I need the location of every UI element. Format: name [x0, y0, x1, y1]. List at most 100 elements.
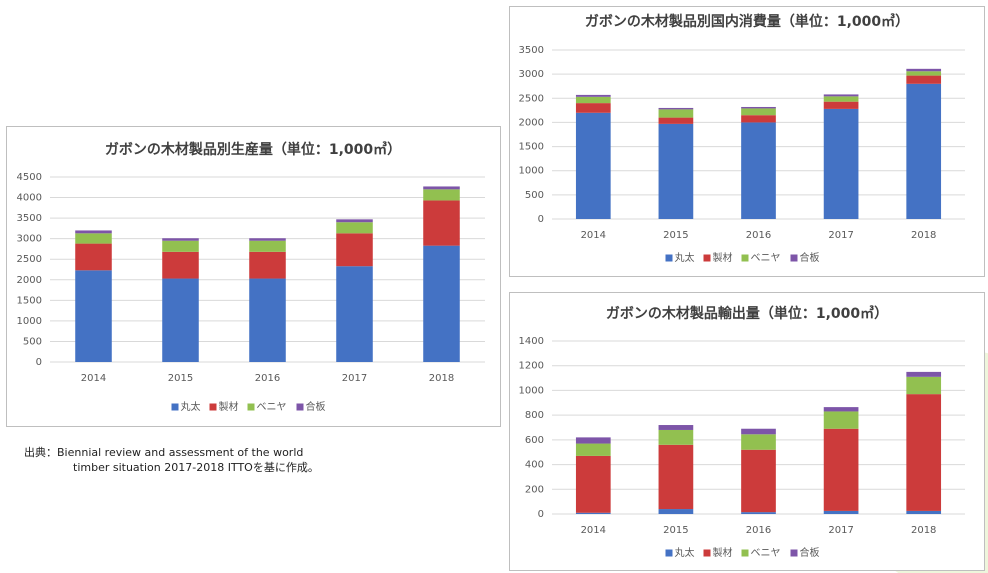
bar-segment [162, 278, 199, 362]
chart-title: ガボンの木材製品別国内消費量（単位：1,000㎥） [585, 13, 909, 30]
bar-segment [658, 107, 694, 110]
bar-segment [336, 219, 373, 223]
bar-segment [575, 512, 611, 514]
legend-swatch [741, 254, 749, 262]
bar-segment [823, 428, 859, 511]
bar-segment [658, 509, 694, 514]
x-tick-label: 2018 [429, 373, 454, 384]
bar-segment [741, 122, 776, 219]
bar-segment [823, 101, 859, 109]
x-tick-label: 2018 [911, 525, 936, 536]
bar-segment [75, 233, 112, 244]
bar-segment [906, 83, 942, 219]
x-tick-label: 2017 [828, 525, 853, 536]
bar-segment [741, 115, 776, 123]
bar-segment [575, 96, 611, 104]
legend-swatch [741, 549, 749, 557]
bar-segment [336, 266, 373, 362]
x-tick-label: 2016 [255, 373, 280, 384]
bar-segment [823, 407, 859, 412]
legend-swatch [209, 403, 217, 411]
source-note: 出典：Biennial review and assessment of the… [24, 445, 303, 459]
bar-segment [423, 189, 460, 201]
bar-segment [423, 200, 460, 246]
y-tick-label: 800 [525, 410, 544, 421]
x-tick-label: 2014 [581, 230, 606, 241]
bar-segment [906, 510, 942, 514]
bar-segment [741, 108, 776, 116]
y-tick-label: 1400 [519, 336, 544, 347]
bar-segment [336, 233, 373, 267]
bar-segment [162, 240, 199, 252]
legend-swatch [665, 254, 673, 262]
y-tick-label: 0 [538, 214, 544, 225]
y-tick-label: 2000 [17, 275, 42, 286]
bar-segment [249, 240, 286, 252]
legend-label: ベニヤ [257, 401, 287, 413]
legend-label: 丸太 [675, 546, 695, 559]
x-tick-label: 2015 [663, 525, 688, 536]
y-tick-label: 4000 [17, 193, 42, 204]
legend-label: ベニヤ [751, 252, 781, 264]
y-tick-label: 500 [525, 190, 544, 201]
bar-segment [823, 94, 859, 97]
bar-segment [658, 444, 694, 510]
x-tick-label: 2014 [581, 525, 606, 536]
bar-segment [823, 96, 859, 102]
x-tick-label: 2015 [663, 230, 688, 241]
bar-segment [249, 251, 286, 279]
bar-segment [658, 429, 694, 445]
x-tick-label: 2015 [168, 373, 193, 384]
y-tick-label: 0 [36, 357, 42, 368]
bar-segment [575, 437, 611, 444]
bar-segment [823, 411, 859, 429]
legend-swatch [247, 403, 255, 411]
y-tick-label: 500 [23, 336, 42, 347]
x-tick-label: 2017 [828, 230, 853, 241]
y-tick-label: 2000 [519, 117, 544, 128]
bar-segment [906, 68, 942, 72]
y-tick-label: 400 [525, 460, 544, 471]
legend-label: 製材 [219, 400, 239, 413]
legend-swatch [665, 549, 673, 557]
legend-label: 合板 [306, 400, 326, 413]
y-tick-label: 600 [525, 435, 544, 446]
bar-segment [658, 425, 694, 430]
bar-segment [75, 270, 112, 362]
y-tick-label: 3000 [17, 234, 42, 245]
bar-segment [575, 94, 611, 97]
bar-segment [658, 123, 694, 219]
bar-segment [741, 106, 776, 109]
bar-segment [423, 186, 460, 190]
bar-segment [162, 238, 199, 241]
legend-label: 製材 [713, 251, 733, 264]
bar-segment [823, 510, 859, 514]
y-tick-label: 2500 [519, 93, 544, 104]
bar-segment [741, 434, 776, 450]
y-tick-label: 1000 [17, 316, 42, 327]
bar-segment [249, 238, 286, 241]
bar-segment [741, 512, 776, 514]
legend-label: 丸太 [675, 251, 695, 264]
bar-segment [906, 371, 942, 377]
legend-label: 合板 [800, 251, 820, 264]
legend-swatch [790, 254, 798, 262]
legend-label: ベニヤ [751, 547, 781, 559]
bar-segment [823, 108, 859, 219]
x-tick-label: 2014 [81, 373, 106, 384]
bar-segment [906, 394, 942, 511]
y-tick-label: 3500 [519, 45, 544, 56]
y-tick-label: 1500 [17, 295, 42, 306]
y-tick-label: 1500 [519, 142, 544, 153]
bar-segment [75, 230, 112, 234]
bar-segment [906, 71, 942, 76]
x-tick-label: 2017 [342, 373, 367, 384]
y-tick-label: 4500 [17, 172, 42, 183]
y-tick-label: 1000 [519, 166, 544, 177]
y-tick-label: 3500 [17, 213, 42, 224]
y-tick-label: 3000 [519, 69, 544, 80]
x-tick-label: 2016 [746, 230, 771, 241]
bar-segment [249, 278, 286, 362]
legend-swatch [296, 403, 304, 411]
